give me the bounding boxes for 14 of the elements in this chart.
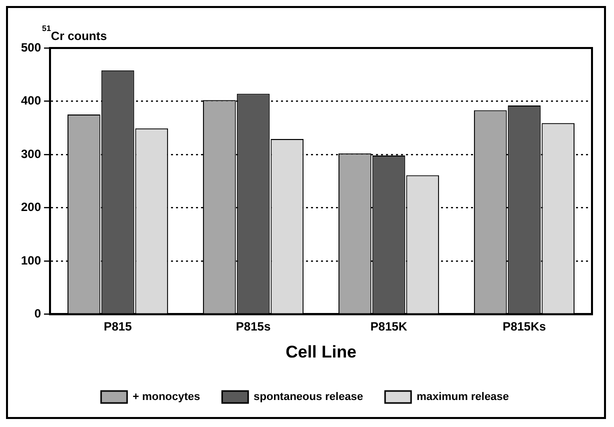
legend-label: + monocytes [132,391,200,404]
y-tick-label: 0 [34,306,42,321]
y-tick-label: 500 [20,40,42,54]
y-tick-label: 300 [20,146,42,161]
x-tick-label: P815s [236,320,271,334]
legend-label: maximum release [416,391,509,404]
y-tick-label: 100 [20,253,42,268]
x-tick-label: P815 [104,320,132,334]
y-tick-label: 400 [20,94,42,108]
x-tick-label: P815Ks [502,320,546,334]
x-tick-label: P815K [370,320,408,334]
legend-label: spontaneous release [254,391,364,404]
y-tick-label: 200 [20,200,42,214]
x-axis-title: Cell Line [286,342,356,362]
